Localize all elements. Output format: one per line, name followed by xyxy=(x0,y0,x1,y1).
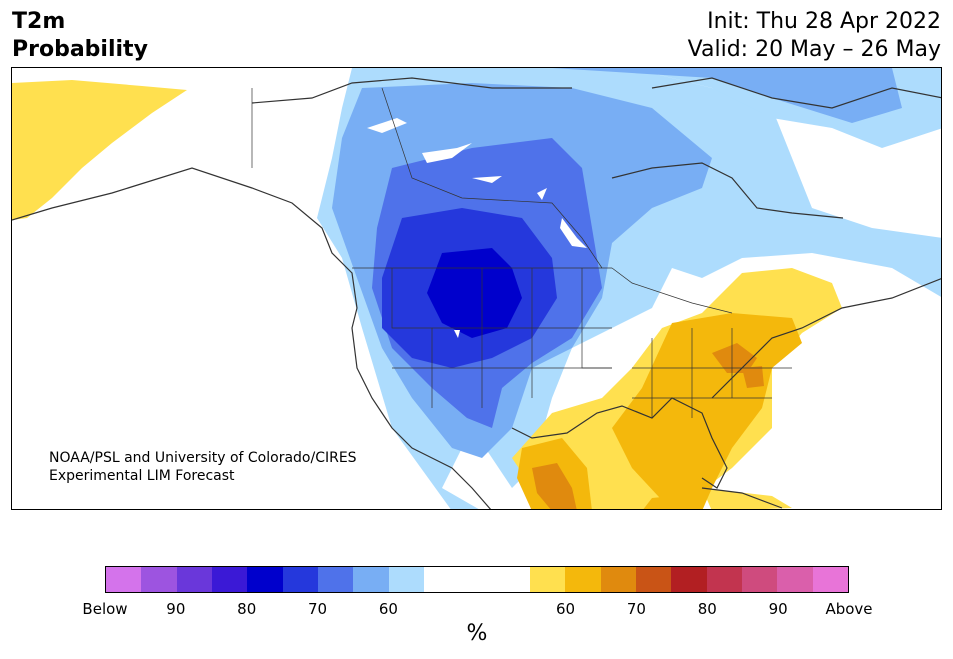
colorbar-tick-label: 90 xyxy=(768,600,788,618)
warm-region-70 xyxy=(712,343,757,373)
alaska-above-region xyxy=(12,80,187,220)
colorbar-above-segment xyxy=(671,567,707,592)
colorbar-unit: % xyxy=(466,621,488,646)
colorbar-below-segment xyxy=(317,567,354,592)
colorbar-below-segment xyxy=(176,567,212,592)
valid-range: Valid: 20 May – 26 May xyxy=(687,37,941,62)
colorbar-above-segment xyxy=(812,567,848,592)
colorbar-above-segment xyxy=(635,567,672,592)
credit-line-1: NOAA/PSL and University of Colorado/CIRE… xyxy=(49,450,357,466)
colorbar-below-segment xyxy=(106,567,142,592)
colorbar-below-segment xyxy=(141,567,177,592)
colorbar-above-segment xyxy=(600,567,636,592)
cold-region-80 xyxy=(427,248,522,338)
init-date: Init: Thu 28 Apr 2022 xyxy=(707,9,941,34)
colorbar-neutral-segment xyxy=(423,567,530,592)
coastlines xyxy=(12,77,941,509)
colorbar-below-segment xyxy=(388,567,424,592)
title-variable: T2m xyxy=(12,9,66,34)
credit: NOAA/PSL and University of Colorado/CIRE… xyxy=(49,449,357,485)
borders xyxy=(251,87,792,418)
warm-region-65-gulf xyxy=(643,496,677,509)
lake-athabasca xyxy=(472,176,502,183)
credit-line-2: Experimental LIM Forecast xyxy=(49,468,235,484)
colorbar-above-segment xyxy=(565,567,601,592)
colorbar-tick-label: Below xyxy=(82,600,128,618)
colorbar-tick-label: 70 xyxy=(626,600,646,618)
colorbar-above-segment xyxy=(529,567,566,592)
colorbar-tick-label: 90 xyxy=(166,600,186,618)
colorbar-above-segment xyxy=(706,567,742,592)
warm-region-70-carolina xyxy=(742,366,764,388)
colorbar-tick-label: 60 xyxy=(556,600,576,618)
colorbar xyxy=(105,566,849,593)
colorbar-tick-label: 60 xyxy=(378,600,398,618)
colorbar-tick-label: 70 xyxy=(308,600,328,618)
title-metric: Probability xyxy=(12,37,148,62)
map-frame xyxy=(11,67,942,510)
probability-map xyxy=(12,68,941,509)
colorbar-below-segment xyxy=(282,567,318,592)
colorbar-tick-label: 80 xyxy=(237,600,257,618)
cold-region-65-north xyxy=(552,68,902,123)
warm-region-70-mexico xyxy=(532,463,577,509)
great-salt-lake xyxy=(454,330,460,338)
lake-great-slave xyxy=(422,143,472,163)
colorbar-tick-label: Above xyxy=(825,600,873,618)
map-title: T2m Probability xyxy=(12,8,148,64)
colorbar-above-segment xyxy=(777,567,813,592)
colorbar-below-segment xyxy=(247,567,283,592)
lake-reindeer xyxy=(537,188,547,200)
colorbar-below-segment xyxy=(211,567,248,592)
warm-region-65 xyxy=(612,313,802,509)
colorbar-tick-label: 80 xyxy=(697,600,717,618)
colorbar-above-segment xyxy=(741,567,778,592)
lake-winnipeg xyxy=(560,218,587,248)
lake-great-bear xyxy=(367,118,407,133)
forecast-dates: Init: Thu 28 Apr 2022 Valid: 20 May – 26… xyxy=(688,8,941,64)
colorbar-below-segment xyxy=(353,567,389,592)
